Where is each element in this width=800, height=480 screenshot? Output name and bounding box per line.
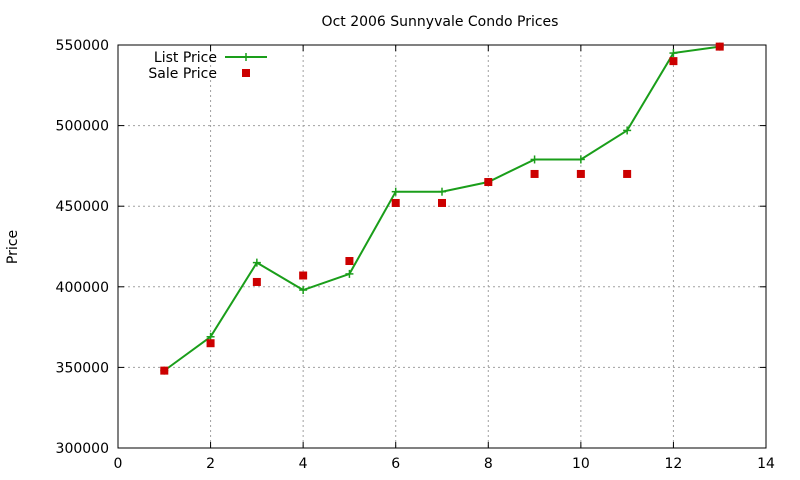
x-tick-label: 0 (114, 456, 123, 472)
x-tick-label: 8 (484, 456, 493, 472)
y-tick-label: 500000 (56, 119, 109, 135)
data-point (623, 169, 632, 178)
y-tick-label: 400000 (56, 280, 109, 296)
data-point (252, 277, 261, 286)
legend-marker (242, 53, 250, 61)
series-line (163, 45, 720, 372)
data-point (438, 187, 446, 196)
data-point (530, 169, 539, 178)
grid-lines (118, 45, 766, 448)
data-point (299, 286, 308, 295)
x-tick-label: 2 (206, 456, 215, 472)
x-tick-label: 14 (757, 456, 775, 472)
x-tick-label: 10 (572, 456, 590, 472)
legend-label: List Price (154, 50, 217, 66)
data-point (345, 257, 354, 266)
y-axis-label: Price (5, 230, 21, 264)
data-point (391, 187, 400, 196)
legend-item: List Price (154, 50, 267, 66)
data-point (715, 42, 724, 51)
plot-frame (117, 44, 767, 449)
data-point (530, 155, 539, 164)
y-tick-label: 550000 (56, 38, 109, 54)
data-point (669, 49, 678, 58)
data-point (299, 271, 308, 280)
data-point (252, 258, 261, 267)
series-layer (160, 42, 724, 375)
y-tick-label: 350000 (56, 360, 109, 376)
legend-label: Sale Price (148, 66, 217, 82)
data-point (391, 198, 400, 207)
legend-marker (242, 69, 250, 77)
legend-item: Sale Price (148, 66, 250, 82)
data-point (206, 339, 215, 348)
y-tick-label: 450000 (56, 199, 109, 215)
data-point (576, 169, 585, 178)
data-point (576, 155, 585, 164)
data-point (438, 198, 446, 207)
x-tick-label: 4 (299, 456, 308, 472)
y-tick-label: 300000 (56, 441, 109, 457)
axis-ticks: 0 2 4 6 8 10 12 14 300000 350000 400000 450000 50000… (56, 38, 775, 472)
x-tick-label: 12 (665, 456, 683, 472)
x-tick-label: 6 (391, 456, 400, 472)
data-point (160, 366, 169, 375)
series-list-price (160, 42, 724, 375)
data-point (484, 178, 493, 187)
data-point (669, 57, 678, 66)
data-point (345, 269, 354, 278)
data-point (623, 126, 632, 135)
series-sale-price (160, 42, 724, 375)
chart-title: Oct 2006 Sunnyvale Condo Prices (322, 14, 559, 30)
